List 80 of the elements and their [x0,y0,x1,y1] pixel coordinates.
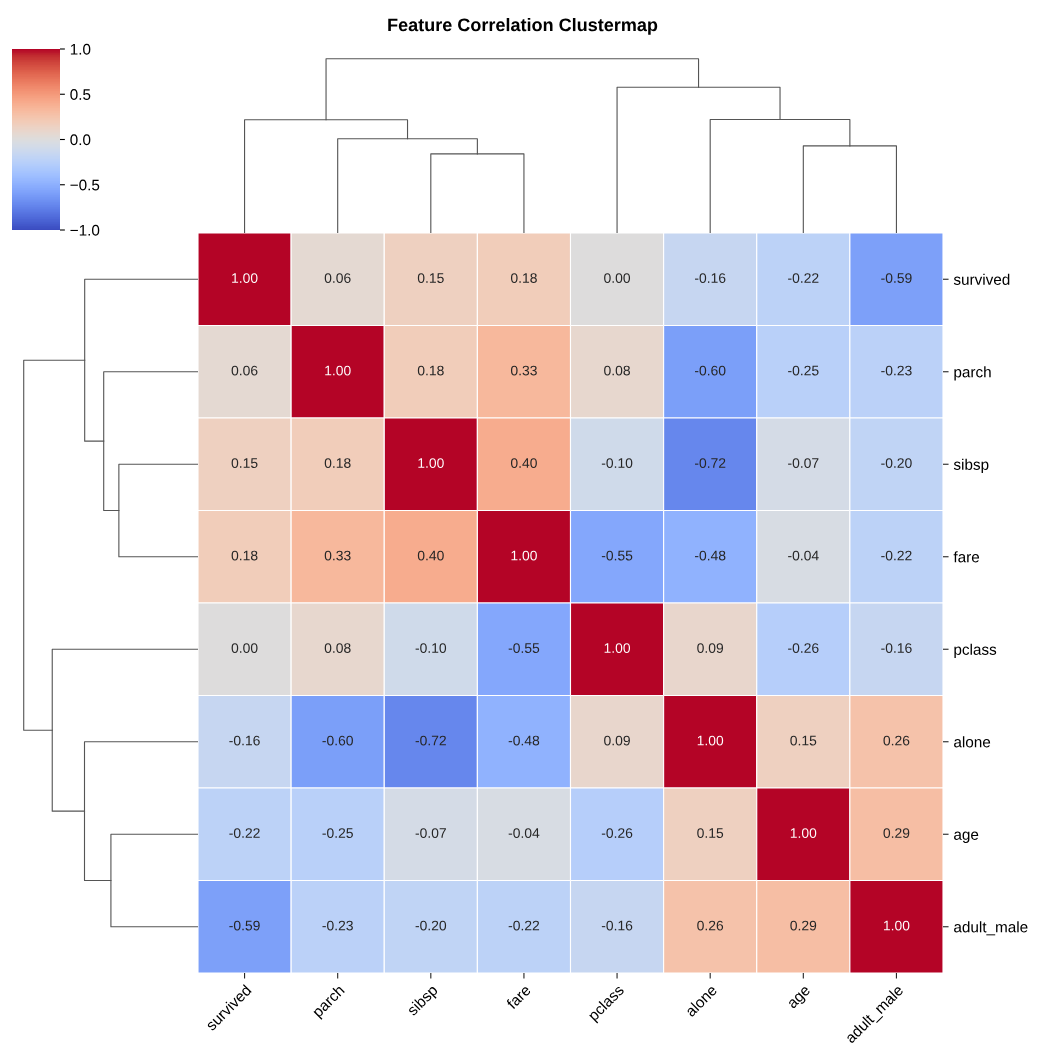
data-label: 0.33 [510,365,537,376]
data-label: -0.55 [601,550,633,561]
data-label: 0.15 [417,273,444,283]
data-label: 0.26 [883,735,910,746]
data-label: -0.60 [322,735,353,746]
y-tick-label: pclass [954,643,997,658]
data-label: 0.06 [324,273,351,283]
data-label: 0.15 [697,828,724,838]
data-label: -0.72 [415,735,446,746]
data-label: 0.29 [883,828,910,838]
data-label: -0.16 [881,643,912,653]
data-label: -0.07 [788,458,819,468]
data-label: 0.18 [231,550,258,561]
y-tick-label: parch [954,366,991,381]
data-label: 0.15 [231,458,258,468]
data-label: -0.59 [229,920,260,931]
data-label: 0.26 [697,920,724,931]
y-tick-label: alone [954,736,991,748]
data-label: 0.06 [231,365,258,376]
data-label: -0.22 [881,550,912,561]
data-label: 0.18 [510,273,537,283]
data-label: -0.60 [694,365,726,376]
data-label: 1.00 [325,365,351,376]
data-label: -0.23 [881,365,912,376]
color-bar-label: −0.5 [70,179,100,191]
data-label: -0.04 [788,550,819,561]
color-bar-label: −1.0 [70,224,100,236]
data-label: -0.55 [508,643,540,653]
data-label: 0.00 [604,273,631,283]
data-label: 0.29 [790,920,817,931]
data-label: -0.25 [322,828,353,838]
data-label: -0.59 [881,273,912,283]
y-tick-label: fare [953,551,980,563]
data-label: -0.72 [694,458,726,468]
data-label: 1.00 [418,458,444,468]
data-label: 1.00 [883,920,910,931]
data-label: 1.00 [232,273,258,283]
data-label: -0.16 [229,735,260,746]
data-label: 0.40 [510,458,537,468]
y-tick-label: sibsp [953,458,989,473]
data-label: -0.07 [415,828,446,838]
data-label: -0.16 [694,273,726,283]
y-tick-label: survived [953,273,1010,285]
data-label: 0.08 [604,365,630,376]
data-label: -0.48 [694,550,726,561]
data-label: 0.33 [324,550,351,561]
data-label: 1.00 [604,643,631,653]
data-label: -0.04 [508,828,540,838]
color-bar-label: 1.0 [70,43,91,55]
data-label: -0.22 [229,828,260,838]
data-label: 1.00 [697,735,724,746]
color-bar-label: 0.5 [70,89,91,100]
data-label: 0.08 [324,643,351,653]
y-tick-label: age [954,831,979,843]
data-label: 0.15 [790,735,817,746]
data-label: 0.40 [417,550,444,561]
data-label: -0.23 [322,920,353,931]
data-label: -0.22 [508,920,540,931]
color-bar-label: 0.0 [70,134,91,146]
data-label: 0.00 [231,643,258,653]
data-label: 1.00 [790,828,817,838]
data-label: 0.09 [604,735,630,746]
data-label: -0.20 [881,458,912,468]
data-label: 0.18 [324,458,351,468]
x-tick-label: age [787,985,813,1012]
data-label: -0.48 [508,735,540,746]
data-label: 1.00 [511,550,537,561]
data-label: -0.16 [601,920,633,931]
data-label: -0.22 [788,273,819,283]
data-label: -0.25 [788,365,819,376]
data-label: -0.26 [788,643,819,653]
data-label: -0.20 [415,920,447,931]
chart-title: Feature Correlation Clustermap [388,18,658,35]
y-tick-label: adult_male [954,921,1028,936]
data-label: 0.18 [417,365,444,376]
data-label: 0.09 [697,643,724,653]
data-label: -0.10 [415,643,447,653]
data-label: -0.10 [601,458,633,468]
data-label: -0.26 [601,828,633,838]
x-tick-label: fare [505,983,532,1010]
